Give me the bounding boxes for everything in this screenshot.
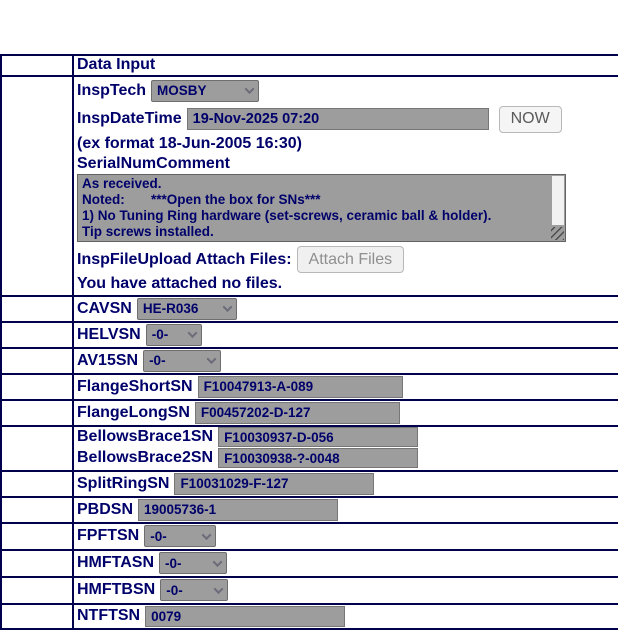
chevron-down-icon (187, 328, 198, 339)
left-gutter-cell (2, 523, 74, 549)
serialnumcomment-text: As received. Noted: ***Open the box for … (82, 176, 492, 240)
insptech-label: InspTech (77, 81, 147, 99)
left-gutter-cell (2, 374, 74, 399)
left-gutter-cell (2, 348, 74, 373)
flangeshortsn-label: FlangeShortSN (77, 377, 193, 395)
hmftasn-label: HMFTASN (77, 554, 155, 572)
av15sn-select[interactable]: -0- (143, 349, 222, 372)
bellowsbrace1sn-label: BellowsBrace1SN (77, 428, 214, 446)
chevron-down-icon (201, 529, 212, 540)
bellowsbrace2sn-value: F10030938-?-0048 (224, 450, 340, 466)
bellowsbrace1sn-input[interactable]: F10030937-D-056 (218, 427, 419, 448)
cavsn-select[interactable]: HE-R036 (136, 297, 237, 320)
bellowsbrace2sn-label: BellowsBrace2SN (77, 449, 214, 467)
av15sn-value: -0- (149, 353, 166, 369)
field-row-flangelongsn: FlangeLongSN F00457202-D-127 (2, 398, 618, 425)
inspdatetime-value: 19-Nov-2025 07:20 (192, 111, 320, 128)
pbdsn-input[interactable]: 19005736-1 (138, 498, 339, 521)
fpftsn-label: FPFTSN (77, 527, 140, 545)
field-row-bellowsbrace: BellowsBrace1SN F10030937-D-056 BellowsB… (2, 424, 618, 470)
field-row-flangeshortsn: FlangeShortSN F10047913-A-089 (2, 372, 618, 399)
field-row-pbdsn: PBDSN 19005736-1 (2, 495, 618, 522)
splitringsn-value: F10031029-F-127 (180, 476, 289, 492)
inspdatetime-label: InspDateTime (77, 110, 182, 128)
flangelongsn-input[interactable]: F00457202-D-127 (194, 401, 400, 424)
flangelongsn-label: FlangeLongSN (77, 403, 190, 421)
now-button[interactable]: NOW (498, 105, 562, 133)
fpftsn-value: -0- (150, 528, 167, 544)
header-row: Data Input (2, 54, 618, 75)
av15sn-label: AV15SN (77, 351, 139, 369)
left-gutter-cell (2, 497, 74, 522)
pbdsn-label: PBDSN (77, 500, 134, 518)
flangeshortsn-input[interactable]: F10047913-A-089 (197, 375, 403, 398)
field-row-splitringsn: SplitRingSN F10031029-F-127 (2, 469, 618, 496)
left-gutter-cell (2, 400, 74, 425)
helvsn-label: HELVSN (77, 325, 141, 343)
left-gutter-cell (2, 577, 74, 603)
left-gutter-cell (2, 604, 74, 628)
data-input-table: Data Input InspTech MOSBY InspDateTime 1… (0, 54, 618, 630)
fpftsn-select[interactable]: -0- (144, 525, 217, 548)
hmftbsn-select[interactable]: -0- (160, 579, 229, 602)
field-row-hmftasn: HMFTASN -0- (2, 548, 618, 576)
fileupload-label: InspFileUpload Attach Files: (77, 250, 292, 268)
left-gutter-cell (2, 76, 74, 295)
flangeshortsn-value: F10047913-A-089 (203, 379, 314, 395)
hmftasn-value: -0- (165, 555, 182, 571)
left-gutter-cell (2, 296, 74, 321)
left-gutter-cell (2, 550, 74, 576)
cavsn-label: CAVSN (77, 299, 132, 317)
flangelongsn-value: F00457202-D-127 (200, 405, 311, 421)
field-row-ntftsn: NTFTSN 0079 (2, 602, 618, 628)
inspdatetime-input[interactable]: 19-Nov-2025 07:20 (186, 108, 489, 131)
attach-files-button[interactable]: Attach Files (296, 246, 405, 274)
ntftsn-input[interactable]: 0079 (145, 605, 346, 627)
insptech-value: MOSBY (157, 83, 207, 99)
splitringsn-label: SplitRingSN (77, 474, 170, 492)
hmftasn-select[interactable]: -0- (159, 552, 228, 575)
field-row-hmftbsn: HMFTBSN -0- (2, 575, 618, 603)
top-whitespace (0, 0, 618, 54)
hmftbsn-value: -0- (166, 582, 183, 598)
hmftbsn-label: HMFTBSN (77, 581, 156, 599)
attached-files-status: You have attached no files. (77, 275, 283, 293)
helvsn-select[interactable]: -0- (145, 323, 202, 346)
bellowsbrace2sn-input[interactable]: F10030938-?-0048 (218, 448, 419, 469)
page-title: Data Input (77, 56, 156, 73)
field-row-fpftsn: FPFTSN -0- (2, 521, 618, 549)
chevron-down-icon (206, 354, 217, 365)
chevron-down-icon (213, 583, 224, 594)
splitringsn-input[interactable]: F10031029-F-127 (174, 472, 375, 495)
field-row-cavsn: CAVSN HE-R036 (2, 294, 618, 321)
date-format-hint: (ex format 18-Jun-2005 16:30) (77, 134, 302, 152)
chevron-down-icon (222, 302, 233, 313)
ntftsn-value: 0079 (151, 608, 182, 624)
left-gutter-cell (2, 56, 74, 75)
pbdsn-value: 19005736-1 (144, 502, 217, 518)
helvsn-value: -0- (151, 327, 169, 343)
bellowsbrace1sn-value: F10030937-D-056 (224, 429, 334, 445)
left-gutter-cell (2, 322, 74, 347)
serialnumcomment-textarea[interactable]: As received. Noted: ***Open the box for … (77, 174, 566, 243)
resize-grip-icon[interactable] (551, 227, 564, 241)
textarea-scrollbar[interactable] (552, 176, 564, 226)
field-row-helvsn: HELVSN -0- (2, 320, 618, 347)
chevron-down-icon (212, 556, 223, 567)
field-row-av15sn: AV15SN -0- (2, 346, 618, 373)
chevron-down-icon (244, 84, 255, 95)
serialnumcomment-label: SerialNumComment (77, 154, 230, 172)
left-gutter-cell (2, 471, 74, 496)
insptech-select[interactable]: MOSBY (151, 79, 260, 102)
left-gutter-cell (2, 426, 74, 470)
entry-row: InspTech MOSBY InspDateTime 19-Nov-2025 … (2, 74, 618, 295)
ntftsn-label: NTFTSN (77, 607, 141, 625)
cavsn-value: HE-R036 (142, 301, 199, 317)
